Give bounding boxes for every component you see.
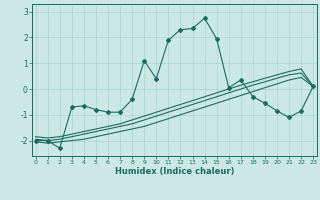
X-axis label: Humidex (Indice chaleur): Humidex (Indice chaleur) bbox=[115, 167, 234, 176]
